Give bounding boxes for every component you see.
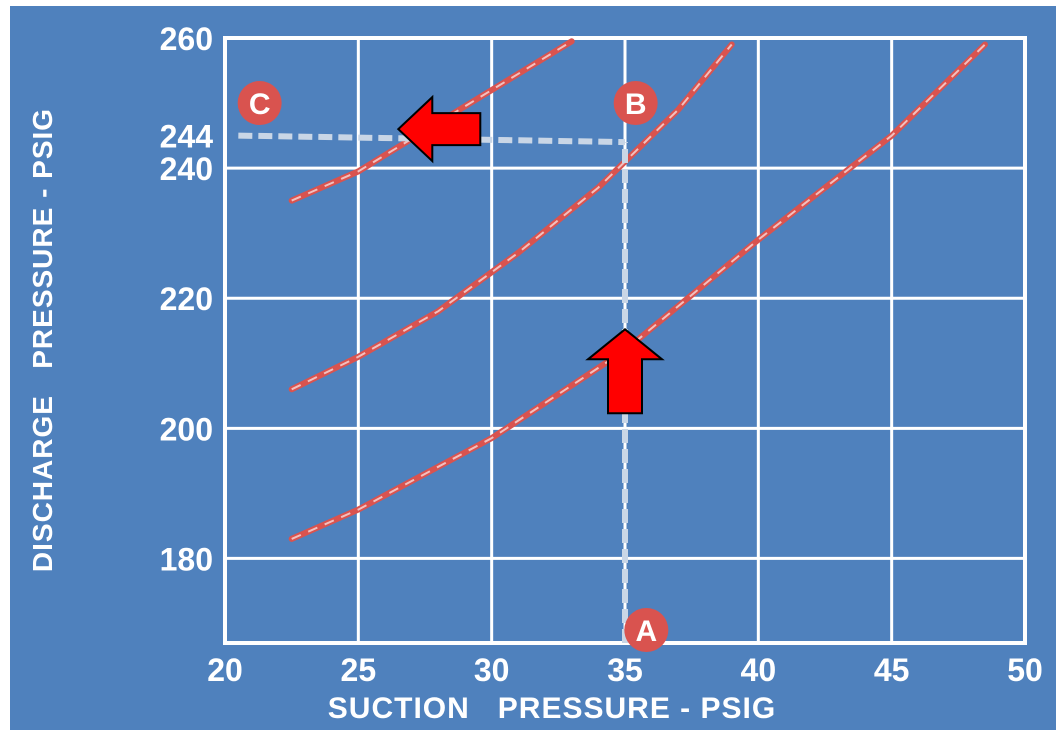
marker-label: B [625, 88, 647, 121]
x-tick-label: 25 [341, 652, 377, 688]
x-tick-label: 45 [874, 652, 910, 688]
y-axis-label: DISCHARGE PRESSURE - PSIG [27, 108, 58, 572]
x-tick-label: 30 [474, 652, 510, 688]
tick-labels: 20 25 30 35 40 45 50 180 200 220 240 260 244 [160, 21, 1043, 688]
y-tick-label: 200 [160, 411, 213, 447]
x-axis-label: SUCTION PRESSURE - PSIG [328, 692, 776, 725]
x-tick-label: 50 [1007, 652, 1043, 688]
marker-b: B [613, 81, 658, 126]
x-tick-label: 35 [607, 652, 643, 688]
arrow-left-icon [396, 94, 482, 164]
curve-2-highlight [291, 43, 733, 391]
y-tick-label: 220 [160, 281, 213, 317]
marker-label: A [635, 615, 657, 648]
marker-label: C [249, 88, 271, 121]
x-tick-label: 40 [741, 652, 777, 688]
marker-circle [624, 607, 669, 652]
y-tick-label-244: 244 [160, 119, 214, 155]
arrows [396, 94, 665, 415]
marker-a: A [624, 607, 669, 652]
x-tick-label: 20 [207, 652, 243, 688]
arrow-up-icon [585, 328, 665, 415]
marker-c: C [237, 81, 282, 126]
y-tick-label: 180 [160, 541, 213, 577]
chart-background [10, 6, 1056, 730]
marker-circle [613, 81, 658, 126]
markers: A B C [237, 81, 669, 652]
y-tick-label: 240 [160, 151, 213, 187]
marker-circle [237, 81, 282, 126]
y-tick-label: 260 [160, 21, 213, 57]
